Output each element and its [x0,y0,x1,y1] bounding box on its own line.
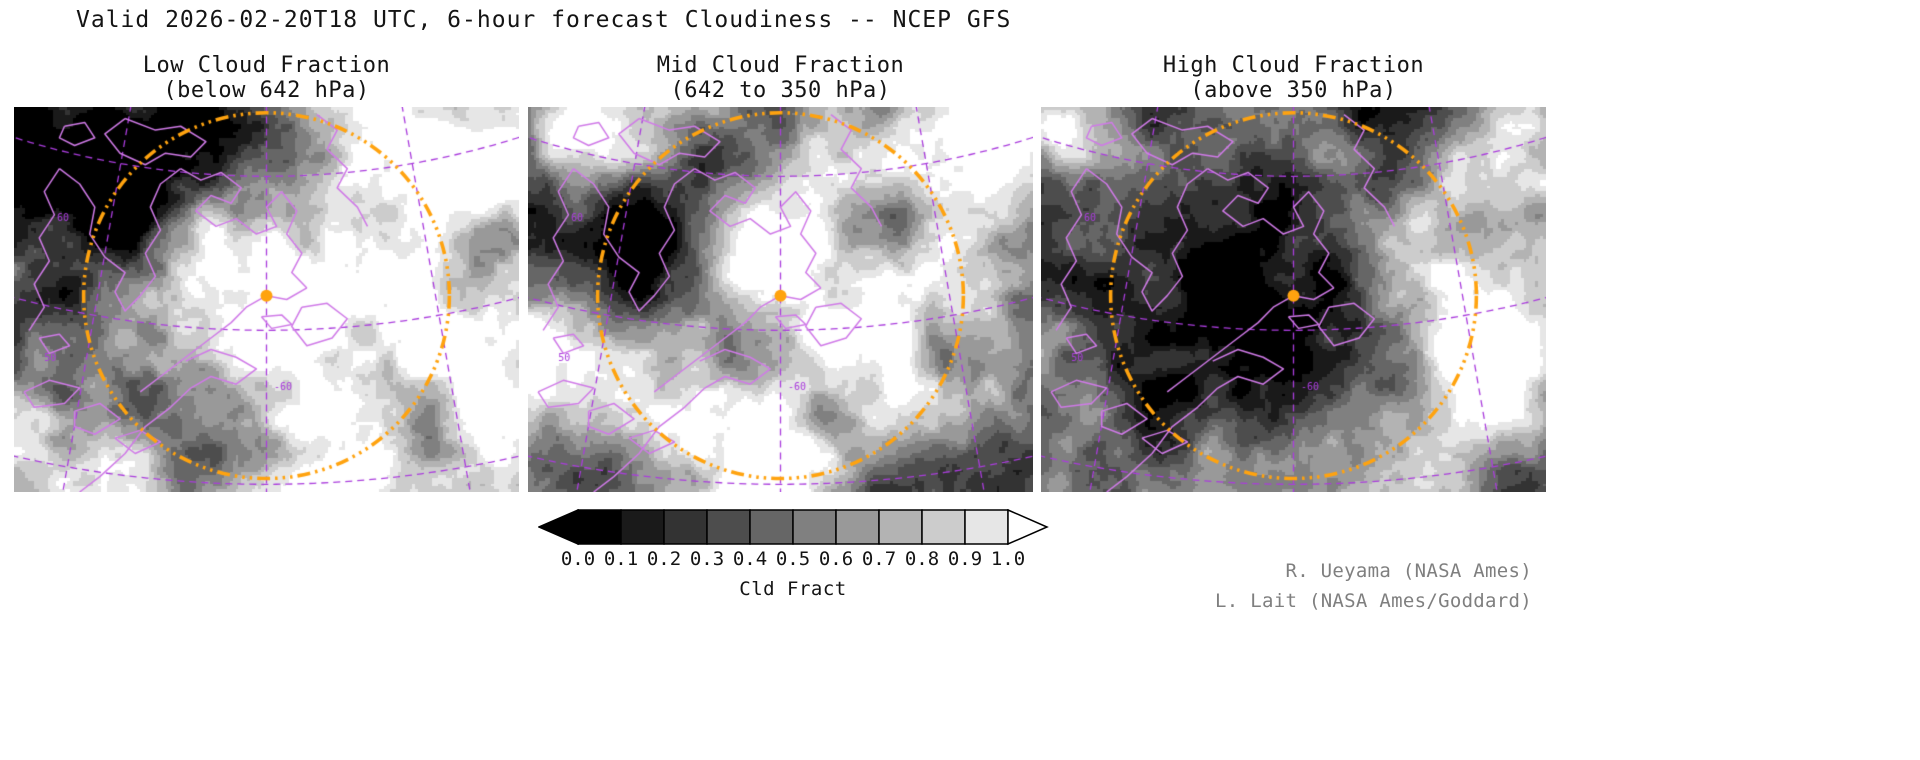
panel-low-title-line2: (below 642 hPa) [163,78,370,103]
colorbar-tick-0.0: 0.0 [560,548,596,570]
credit-line2: L. Lait (NASA Ames/Goddard) [1215,590,1532,612]
panel-mid-map [528,107,1033,492]
colorbar-tick-0.3: 0.3 [689,548,725,570]
colorbar-tick-1.0: 1.0 [990,548,1026,570]
panel-low-title: Low Cloud Fraction (below 642 hPa) [14,53,519,103]
colorbar [538,509,1049,546]
colorbar-tick-0.9: 0.9 [947,548,983,570]
panel-high-title-line2: (above 350 hPa) [1190,78,1397,103]
colorbar-tick-0.7: 0.7 [861,548,897,570]
colorbar-tick-0.5: 0.5 [775,548,811,570]
colorbar-label: Cld Fract [739,578,847,600]
figure-title: Valid 2026-02-20T18 UTC, 6-hour forecast… [76,7,1012,33]
panel-mid-title-line2: (642 to 350 hPa) [670,78,891,103]
panel-mid-title-line1: Mid Cloud Fraction [656,53,905,78]
panel-high-title: High Cloud Fraction (above 350 hPa) [1041,53,1546,103]
panel-high-title-line1: High Cloud Fraction [1162,53,1425,78]
colorbar-ticks: 0.0 0.1 0.2 0.3 0.4 0.5 0.6 0.7 0.8 0.9 1.0 [538,548,1050,574]
panel-high-map [1041,107,1546,492]
colorbar-tick-0.4: 0.4 [732,548,768,570]
colorbar-tick-0.2: 0.2 [646,548,682,570]
colorbar-tick-0.1: 0.1 [603,548,639,570]
colorbar-tick-0.6: 0.6 [818,548,854,570]
credit-line1: R. Ueyama (NASA Ames) [1285,560,1532,582]
panel-mid-title: Mid Cloud Fraction (642 to 350 hPa) [528,53,1033,103]
panel-low-map [14,107,519,492]
panel-low-title-line1: Low Cloud Fraction [142,53,391,78]
colorbar-tick-0.8: 0.8 [904,548,940,570]
credits: R. Ueyama (NASA Ames) L. Lait (NASA Ames… [1215,556,1532,616]
